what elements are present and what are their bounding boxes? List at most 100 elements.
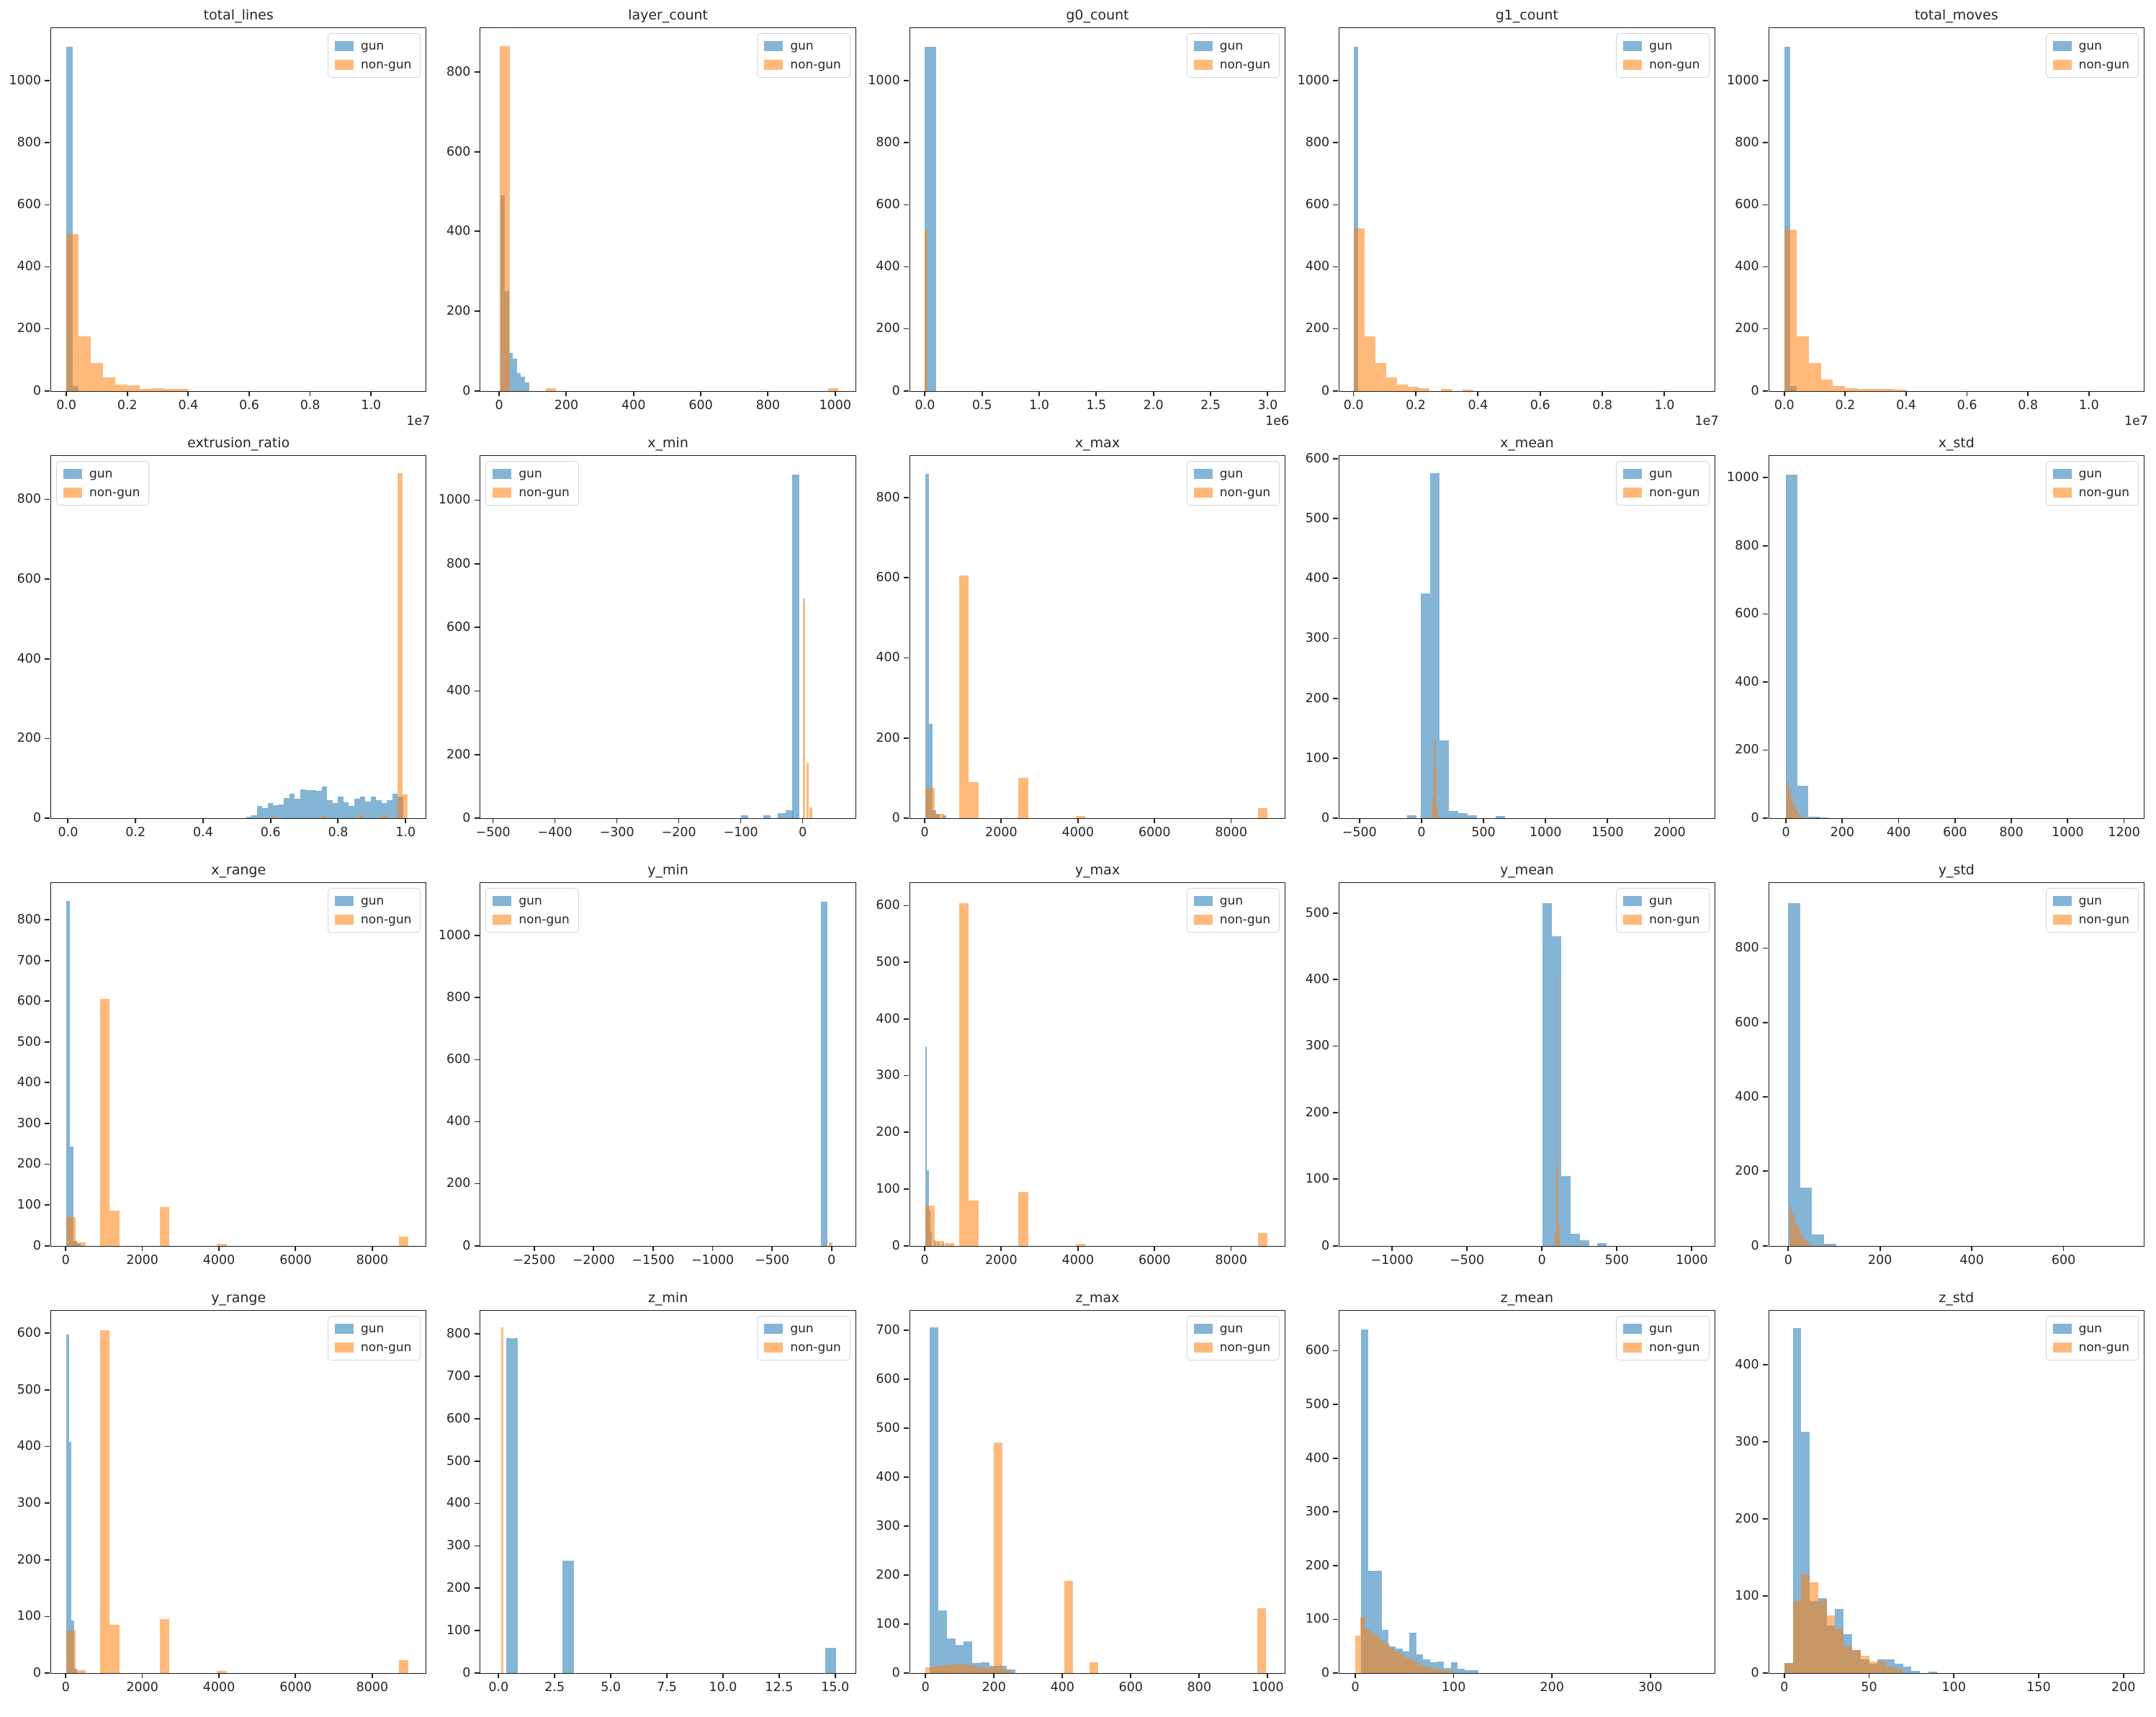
y-tick-mark [1762,204,1768,206]
x-tick-label: 0.0 [58,825,78,840]
subplot-title: y_range [211,1289,266,1306]
x-tick-mark [610,1673,612,1678]
legend-non-gun-swatch [2052,915,2072,925]
gun-bar [1786,474,1797,818]
x-tick-mark [2122,1673,2124,1678]
gun-bar [1375,1571,1382,1673]
non-gun-bar [959,1664,969,1673]
non-gun-bar [1018,1191,1028,1246]
legend-row-gun: gun [764,1322,840,1336]
y-tick-mark [1333,1111,1339,1113]
x-tick-mark [1649,1673,1651,1678]
x-tick-mark [371,1245,373,1251]
non-gun-bar [925,788,935,818]
non-gun-bar [1801,1574,1810,1673]
x-tick-label: 1200 [2108,825,2140,840]
non-gun-bar [1436,807,1438,818]
y-tick-mark [1762,1245,1768,1247]
x-tick-mark [498,390,500,396]
legend-non-gun-label: non-gun [2078,913,2129,927]
non-gun-bar [1851,1649,1861,1673]
x-tick-label: 1000 [1252,1680,1284,1695]
legend-row-non-gun: non-gun [2052,58,2129,72]
legend-non-gun-label: non-gun [2078,1340,2129,1355]
x-tick-label: 300 [1638,1680,1663,1695]
non-gun-bar [934,1666,943,1673]
y-tick-mark [904,1476,909,1478]
y-tick-mark [1333,1178,1339,1180]
subplot-y_max: y_max 0 2000 4000 6000 8000 0 100 200 300 400 500 60… [863,858,1293,1286]
subplot-g0_count: g0_count 0.0 0.5 1.0 1.5 2.0 2.5 3.0 0 200 400 600 8… [863,3,1293,431]
y-tick-label: 400 [1305,972,1330,987]
y-tick-label: 600 [1305,1343,1330,1358]
y-tick-mark [474,1417,480,1420]
non-gun-bar [1064,1581,1073,1673]
y-tick-label: 200 [1735,743,1759,758]
gun-bar [1457,813,1468,818]
legend-gun-swatch [1623,41,1643,51]
x-tick-mark [1152,390,1154,396]
x-tick-mark [141,1245,143,1251]
x-tick-mark [2067,818,2069,823]
gun-bar [327,800,333,818]
x-tick-mark [1230,1245,1232,1251]
x-tick-mark [1230,818,1232,823]
legend: gun non-gun [1616,1315,1710,1360]
y-tick-label: 800 [17,135,41,151]
y-tick-label: 600 [446,144,471,159]
non-gun-bar [100,1330,110,1673]
non-gun-bar [1076,816,1086,818]
y-tick-label: 400 [1735,674,1759,689]
y-tick-label: 800 [1735,135,1759,151]
x-tick-label: 100 [1441,1680,1466,1695]
y-tick-mark [904,657,909,659]
y-tick-mark [45,1245,50,1247]
y-tick-mark [1762,266,1768,268]
gun-bar [1570,1233,1580,1246]
legend-gun-label: gun [1219,466,1244,481]
x-tick-mark [67,818,69,823]
non-gun-bar [1408,387,1419,391]
gun-bar [381,802,387,818]
legend: gun non-gun [1186,460,1280,506]
non-gun-bar [1886,1667,1895,1673]
plot-area: 0.0 0.5 1.0 1.5 2.0 2.5 3.0 0 200 400 600 800 1000 1e… [868,27,1289,429]
y-tick-mark [1333,1245,1339,1247]
legend-non-gun-label: non-gun [360,1340,412,1355]
non-gun-bar [399,1237,409,1246]
x-tick-label: 0 [1351,1680,1360,1695]
plot-area: 0 200 400 600 800 1000 0 100 200 300 400 500 600 700 g… [876,1309,1286,1695]
y-tick-label: 800 [446,64,471,79]
gun-bar [354,799,360,818]
legend-row-gun: gun [1623,894,1699,908]
legend-non-gun-swatch [1193,915,1213,925]
x-tick-label: 800 [1999,825,2024,840]
y-tick-label: 800 [876,135,900,151]
x-tick-mark [1616,1245,1618,1251]
x-tick-mark [2038,1673,2039,1678]
y-tick-mark [45,1204,50,1206]
non-gun-bar [1894,1669,1903,1673]
y-tick-label: 400 [876,650,900,665]
y-tick-label: 0 [1321,383,1330,398]
non-gun-bar [1795,810,1798,818]
y-tick-label: 800 [876,490,900,505]
x-tick-label: 4000 [202,1252,235,1268]
x-tick-mark [498,1673,500,1678]
y-tick-label: 200 [446,1581,471,1596]
non-gun-bar [1355,1635,1360,1673]
subplot-y_mean: y_mean −1000 −500 0 500 1000 0 100 200 300 400 500 g… [1293,858,1722,1286]
x-tick-label: 0.0 [56,398,77,413]
gun-bar [792,475,800,818]
legend-row-non-gun: non-gun [2052,913,2129,927]
y-tick-label: 500 [17,1034,41,1049]
y-tick-mark [474,1672,480,1674]
x-tick-mark [135,818,137,823]
y-tick-label: 800 [1735,538,1759,553]
non-gun-bar [159,1619,169,1673]
y-tick-label: 500 [17,1382,41,1397]
subplot-y_range: y_range 0 2000 4000 6000 8000 0 100 200 300 400 500… [4,1286,434,1713]
non-gun-bar [1394,1651,1400,1673]
non-gun-bar [1257,808,1268,818]
legend-non-gun-swatch [334,1342,354,1353]
